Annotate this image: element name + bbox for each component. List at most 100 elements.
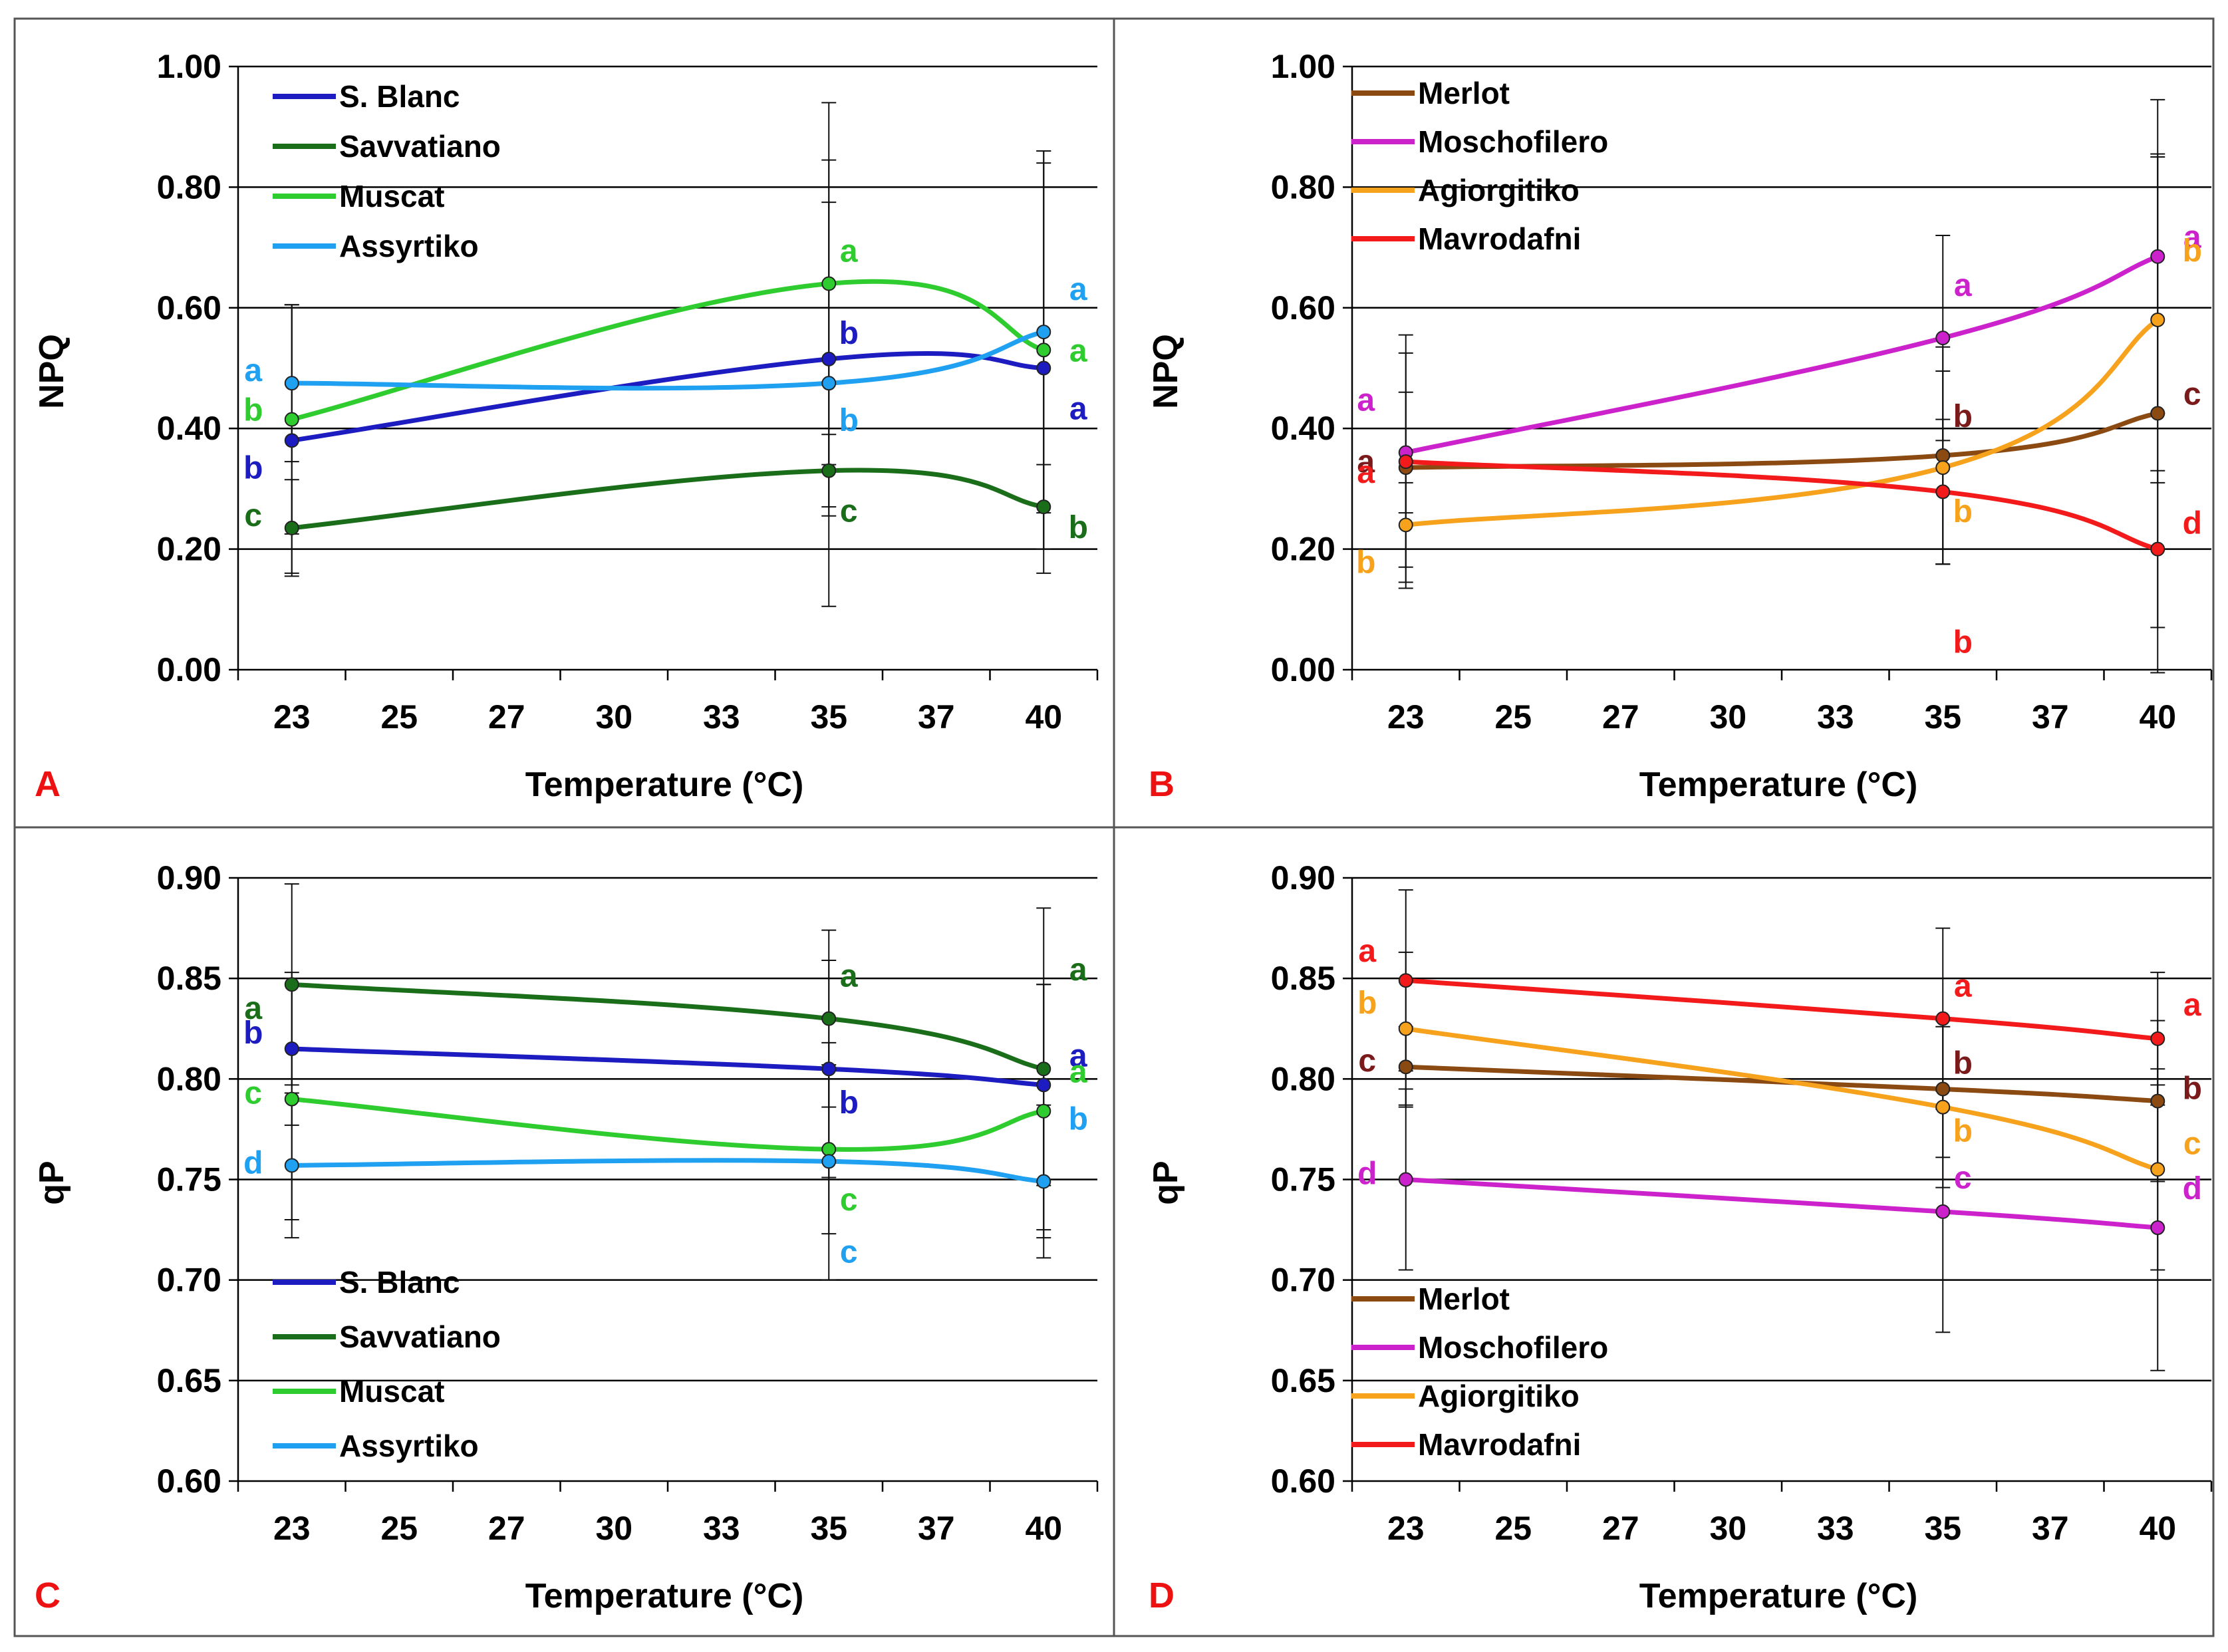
significance-letter: b: [2183, 233, 2202, 269]
panel-letter: A: [35, 764, 61, 804]
y-tick-label: 1.00: [1271, 48, 1335, 85]
significance-letter: b: [1953, 1114, 1973, 1149]
series-line-agiorgitiko: [1403, 317, 2160, 527]
legend-label: Agiorgitiko: [1418, 1379, 1580, 1413]
significance-letter: b: [1356, 545, 1375, 580]
significance-letter: b: [839, 403, 859, 438]
significance-letter: a: [1954, 969, 1972, 1004]
x-tick-label: 40: [2139, 1510, 2176, 1547]
x-tick-label: 33: [1817, 1510, 1854, 1547]
significance-letter: a: [840, 959, 858, 994]
significance-letter: c: [2183, 377, 2201, 412]
data-point: [284, 1158, 299, 1173]
y-tick-label: 0.90: [157, 859, 221, 896]
data-point: [821, 1154, 837, 1169]
significance-letter: a: [1069, 333, 1087, 368]
y-tick-label: 0.85: [1271, 960, 1335, 997]
legend-label: Muscat: [339, 179, 444, 213]
y-tick-label: 0.60: [1271, 1462, 1335, 1500]
x-tick-label: 35: [1924, 698, 1961, 736]
data-point: [284, 977, 299, 992]
data-point: [2150, 1031, 2165, 1046]
data-point: [1036, 360, 1051, 376]
significance-letter: a: [1069, 392, 1087, 427]
significance-letter: a: [1954, 268, 1972, 303]
x-tick-label: 25: [1494, 698, 1532, 736]
data-point: [1036, 1103, 1051, 1119]
x-tick-label: 23: [1387, 1510, 1425, 1547]
data-point: [2150, 1162, 2165, 1177]
y-tick-label: 0.65: [157, 1362, 221, 1399]
data-point: [1398, 1059, 1413, 1075]
data-point: [2150, 406, 2165, 421]
x-tick-label: 30: [595, 1510, 632, 1547]
significance-letter: b: [1357, 986, 1377, 1021]
significance-letter: a: [1069, 272, 1087, 307]
x-tick-label: 23: [273, 1510, 311, 1547]
x-tick-label: 37: [2032, 698, 2069, 736]
data-point: [821, 1142, 837, 1157]
x-tick-label: 23: [1387, 698, 1425, 736]
series-line-s-blanc: [289, 351, 1046, 443]
data-point: [1935, 460, 1951, 476]
chart-panel-d: 0.60 0.65 0.70 0.75 0.80 0.85 0.90 23 25 27 30 33 35…: [1147, 859, 2213, 1615]
series-line-savvatiano: [289, 982, 1046, 1071]
x-axis-title: Temperature (°C): [525, 1577, 804, 1615]
significance-letter: c: [1358, 1043, 1376, 1079]
data-point: [1398, 517, 1413, 533]
significance-letter: c: [840, 1182, 858, 1218]
y-tick-label: 0.20: [1271, 531, 1335, 568]
significance-letter: a: [1358, 934, 1376, 969]
y-tick-label: 0.60: [157, 289, 221, 327]
significance-letter: a: [1069, 1038, 1087, 1073]
data-point: [1398, 454, 1413, 470]
significance-letter: a: [2183, 988, 2201, 1023]
y-tick-label: 0.85: [157, 960, 221, 997]
panel-letter: C: [35, 1576, 61, 1615]
legend-label: Merlot: [1418, 76, 1510, 110]
legend-label: Savvatiano: [339, 129, 501, 164]
data-point: [1036, 1174, 1051, 1189]
y-tick-label: 0.80: [1271, 168, 1335, 206]
significance-letter: a: [244, 353, 262, 388]
x-tick-label: 27: [1602, 1510, 1639, 1547]
legend-label: S. Blanc: [339, 1265, 460, 1300]
significance-letter: b: [2183, 1071, 2202, 1107]
significance-letter: a: [2183, 220, 2201, 255]
data-point: [2150, 541, 2165, 557]
significance-letter: b: [243, 450, 263, 485]
series-line-savvatiano: [289, 468, 1046, 531]
data-point: [1935, 448, 1951, 464]
y-tick-label: 0.60: [1271, 289, 1335, 327]
data-point: [821, 1011, 837, 1026]
data-point: [1398, 973, 1413, 988]
significance-letter: b: [839, 1085, 859, 1121]
y-tick-label: 0.00: [157, 651, 221, 688]
data-point: [1036, 343, 1051, 358]
chart-panel-b: 0.00 0.20 0.40 0.60 0.80 1.00 23 25 27 30 33 35 37 40…: [1147, 48, 2213, 804]
significance-letter: c: [1954, 1161, 1972, 1196]
data-point: [821, 463, 837, 478]
data-point: [821, 376, 837, 391]
series-line-muscat: [289, 1097, 1046, 1152]
x-tick-label: 37: [2032, 1510, 2069, 1547]
x-tick-label: 33: [703, 698, 740, 736]
significance-letter: d: [243, 1145, 263, 1180]
series-line-merlot: [1403, 1064, 2160, 1104]
series-line-mavrodafni: [1403, 459, 2160, 552]
x-axis-title: Temperature (°C): [1639, 1577, 1918, 1615]
x-tick-label: 25: [380, 698, 418, 736]
y-tick-label: 1.00: [157, 48, 221, 85]
significance-letter: d: [2183, 1171, 2202, 1206]
data-point: [821, 1061, 837, 1077]
data-point: [821, 276, 837, 291]
y-tick-label: 0.75: [1271, 1161, 1335, 1198]
y-axis-title: qP: [1147, 1161, 1185, 1204]
x-tick-label: 25: [1494, 1510, 1532, 1547]
y-tick-label: 0.80: [157, 168, 221, 206]
significance-letter: b: [1953, 624, 1973, 660]
x-tick-label: 27: [488, 698, 525, 736]
y-axis-title: NPQ: [1147, 334, 1185, 409]
data-point: [1036, 499, 1051, 515]
